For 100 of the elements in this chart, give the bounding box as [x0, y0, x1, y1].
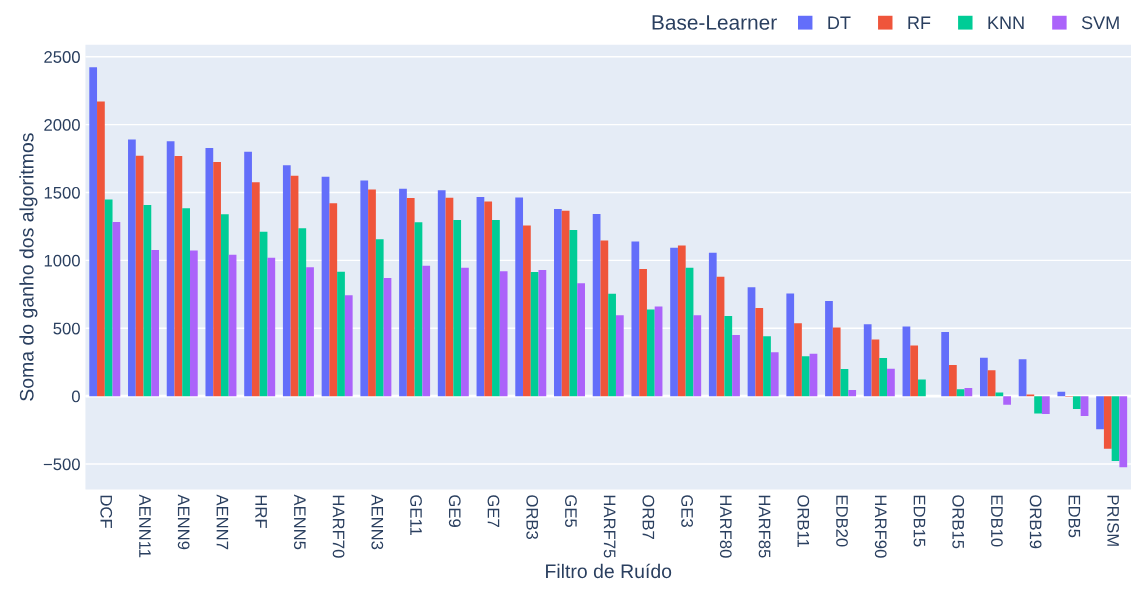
- bar: [476, 197, 485, 397]
- bar: [189, 250, 198, 397]
- bar: [1096, 396, 1104, 430]
- x-tick-label: EDB10: [991, 495, 1003, 547]
- bar: [244, 151, 252, 397]
- bar: [809, 353, 818, 397]
- bar: [182, 208, 190, 397]
- bar: [228, 254, 237, 397]
- x-tick-label: GE7: [487, 495, 500, 527]
- bar: [685, 267, 694, 397]
- bar: [306, 267, 314, 397]
- bar: [453, 219, 462, 397]
- legend-label: RF: [908, 16, 931, 29]
- bar: [693, 315, 702, 397]
- bar: [848, 389, 857, 397]
- bar: [1034, 396, 1042, 414]
- bar: [995, 392, 1004, 397]
- bar: [538, 270, 547, 397]
- bar: [259, 231, 268, 397]
- bar: [406, 198, 415, 397]
- bar: [1018, 359, 1027, 397]
- bar: [569, 229, 578, 397]
- bar: [561, 210, 570, 397]
- bar: [1041, 396, 1050, 415]
- bar: [786, 293, 795, 397]
- bar: [375, 239, 384, 397]
- bar: [267, 257, 276, 397]
- x-tick-label: ORB3: [526, 495, 539, 540]
- y-tick-label: 500: [53, 322, 80, 335]
- bar: [523, 225, 531, 397]
- bar: [151, 250, 159, 397]
- bar: [290, 175, 299, 397]
- x-tick-label: PRISM: [1107, 495, 1119, 546]
- bar: [251, 182, 260, 397]
- bar: [987, 370, 996, 397]
- x-tick-label: AENN11: [139, 494, 151, 558]
- bar: [344, 295, 353, 397]
- bar: [1111, 396, 1120, 462]
- bar: [337, 271, 345, 397]
- bar: [747, 287, 756, 397]
- bar: [112, 221, 121, 397]
- bar: [724, 316, 733, 397]
- bar: [174, 156, 183, 397]
- bar: [1072, 396, 1081, 410]
- bar: [97, 101, 105, 397]
- bar: [554, 209, 562, 397]
- bar: [213, 162, 221, 397]
- x-tick-label: EDB5: [1068, 495, 1081, 538]
- x-tick-label: HARF85: [758, 495, 771, 558]
- bar: [515, 197, 524, 397]
- legend-label: SVM: [1081, 16, 1119, 30]
- x-tick-label: HARF80: [719, 495, 732, 558]
- bar: [461, 267, 469, 397]
- bar: [143, 205, 152, 397]
- x-tick-label: GE9: [448, 495, 461, 527]
- bar: [329, 203, 338, 397]
- bar: [492, 219, 500, 397]
- bar: [646, 309, 655, 397]
- bar: [770, 352, 779, 397]
- bar: [708, 252, 717, 397]
- y-axis-title: Soma do ganho dos algoritmos: [19, 133, 38, 401]
- bar: [763, 336, 771, 397]
- bar: [608, 293, 616, 397]
- bar: [941, 331, 950, 397]
- x-tick-label: AENN5: [293, 494, 306, 550]
- x-axis-title: Filtro de Ruído: [546, 563, 672, 579]
- x-tick-label: HARF70: [332, 495, 345, 558]
- bar: [902, 326, 911, 397]
- bar: [360, 180, 369, 397]
- bar: [670, 247, 678, 397]
- x-tick-label: AENN7: [216, 494, 229, 550]
- x-tick-label: ORB19: [1029, 495, 1042, 549]
- bar: [716, 276, 725, 397]
- bar: [383, 277, 392, 397]
- bar: [128, 139, 136, 397]
- bar: [980, 357, 988, 397]
- bar: [918, 379, 926, 397]
- bar: [577, 283, 585, 397]
- y-tick-label: −500: [43, 458, 80, 471]
- bar: [887, 368, 895, 397]
- x-tick-label: EDB15: [913, 495, 926, 547]
- y-tick-label: 0: [71, 390, 80, 403]
- bar: [499, 271, 508, 397]
- bar: [422, 265, 431, 397]
- bar: [732, 334, 740, 397]
- bar: [205, 148, 214, 397]
- bar: [1057, 391, 1066, 397]
- bar: [801, 356, 810, 397]
- bar: [1003, 396, 1011, 405]
- x-tick-label: ORB15: [952, 495, 965, 549]
- x-tick-label: GE3: [681, 495, 694, 528]
- y-tick-label: 1500: [44, 186, 80, 199]
- bar: [879, 358, 888, 397]
- y-tick-label: 2000: [44, 119, 80, 131]
- bar: [484, 201, 493, 397]
- bar: [964, 388, 973, 397]
- bar: [755, 308, 764, 397]
- legend-title: Base-Learner: [652, 15, 777, 30]
- x-tick-label: GE5: [565, 495, 577, 528]
- bar: [654, 306, 663, 397]
